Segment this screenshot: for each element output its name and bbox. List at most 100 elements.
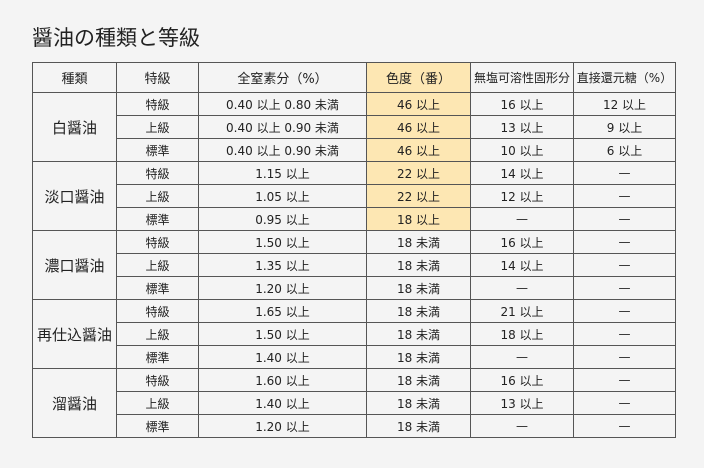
color-cell: 46 以上	[366, 138, 471, 162]
color-cell: 18 以上	[366, 207, 471, 231]
table-row: 溜醤油 特級 1.60 以上 18 未満 16 以上 —	[32, 368, 676, 438]
sugar-cell: 9 以上	[573, 115, 676, 139]
nitrogen-cell: 1.15 以上	[198, 161, 367, 185]
color-cell: 18 未満	[366, 368, 471, 392]
header-color: 色度（番）	[366, 62, 471, 93]
grade-cell: 特級	[116, 161, 199, 185]
nitrogen-cell: 1.05 以上	[198, 184, 367, 208]
sugar-cell: —	[573, 299, 676, 323]
header-kind: 種類	[32, 62, 117, 93]
table-row: 標準 1.20 以上 18 未満 — —	[33, 276, 676, 300]
color-cell: 18 未満	[366, 276, 471, 300]
table-row: 再仕込醤油 特級 1.65 以上 18 未満 21 以上 —	[32, 299, 676, 369]
nitrogen-cell: 1.20 以上	[198, 414, 367, 438]
solids-cell: 14 以上	[470, 161, 574, 185]
solids-cell: —	[470, 276, 574, 300]
table-row: 上級 1.35 以上 18 未満 14 以上 —	[33, 253, 676, 277]
sugar-cell: —	[573, 253, 676, 277]
kind-cell: 淡口醤油	[32, 161, 117, 231]
soy-sauce-grade-table: 種類 特級 全窒素分（%） 色度（番） 無塩可溶性固形分 直接還元糖（%） 白醤…	[32, 62, 676, 438]
table-row: 標準 0.40 以上 0.90 未満 46 以上 10 以上 6 以上	[33, 138, 676, 162]
sugar-cell: —	[573, 184, 676, 208]
solids-cell: 16 以上	[470, 368, 574, 392]
nitrogen-cell: 1.60 以上	[198, 368, 367, 392]
color-cell: 46 以上	[366, 92, 471, 116]
color-cell: 18 未満	[366, 299, 471, 323]
color-cell: 18 未満	[366, 345, 471, 369]
color-cell: 22 以上	[366, 184, 471, 208]
grade-cell: 特級	[116, 368, 199, 392]
grade-cell: 特級	[116, 230, 199, 254]
header-nitrogen: 全窒素分（%）	[198, 62, 367, 93]
solids-cell: 13 以上	[470, 115, 574, 139]
solids-cell: 14 以上	[470, 253, 574, 277]
color-cell: 22 以上	[366, 161, 471, 185]
table-row: 淡口醤油 特級 1.15 以上 22 以上 14 以上 —	[32, 161, 676, 231]
sugar-cell: —	[573, 322, 676, 346]
nitrogen-cell: 0.40 以上 0.90 未満	[198, 115, 367, 139]
solids-cell: 18 以上	[470, 322, 574, 346]
grade-cell: 特級	[116, 299, 199, 323]
grade-cell: 上級	[116, 184, 199, 208]
table-row: 上級 1.40 以上 18 未満 13 以上 —	[33, 391, 676, 415]
nitrogen-cell: 1.40 以上	[198, 345, 367, 369]
table-row: 標準 0.95 以上 18 以上 — —	[33, 207, 676, 231]
header-solids: 無塩可溶性固形分	[470, 62, 574, 93]
grade-cell: 標準	[116, 345, 199, 369]
solids-cell: 16 以上	[470, 230, 574, 254]
sugar-cell: —	[573, 161, 676, 185]
nitrogen-cell: 1.65 以上	[198, 299, 367, 323]
table-row: 上級 1.05 以上 22 以上 12 以上 —	[33, 184, 676, 208]
nitrogen-cell: 1.20 以上	[198, 276, 367, 300]
nitrogen-cell: 0.95 以上	[198, 207, 367, 231]
sugar-cell: —	[573, 414, 676, 438]
sugar-cell: —	[573, 230, 676, 254]
kind-cell: 溜醤油	[32, 368, 117, 438]
nitrogen-cell: 1.50 以上	[198, 230, 367, 254]
table-row: 標準 1.20 以上 18 未満 — —	[33, 414, 676, 438]
page-title: 醤油の種類と等級	[32, 26, 200, 50]
grade-cell: 上級	[116, 322, 199, 346]
color-cell: 18 未満	[366, 414, 471, 438]
sugar-cell: 6 以上	[573, 138, 676, 162]
sugar-cell: —	[573, 207, 676, 231]
sugar-cell: —	[573, 276, 676, 300]
solids-cell: 13 以上	[470, 391, 574, 415]
color-cell: 46 以上	[366, 115, 471, 139]
grade-cell: 特級	[116, 92, 199, 116]
solids-cell: 21 以上	[470, 299, 574, 323]
grade-cell: 標準	[116, 207, 199, 231]
table-row: 上級 1.50 以上 18 未満 18 以上 —	[33, 322, 676, 346]
nitrogen-cell: 1.40 以上	[198, 391, 367, 415]
table-row: 濃口醤油 特級 1.50 以上 18 未満 16 以上 —	[32, 230, 676, 300]
solids-cell: —	[470, 345, 574, 369]
grade-cell: 上級	[116, 115, 199, 139]
solids-cell: 10 以上	[470, 138, 574, 162]
kind-cell: 濃口醤油	[32, 230, 117, 300]
nitrogen-cell: 1.50 以上	[198, 322, 367, 346]
sugar-cell: —	[573, 368, 676, 392]
color-cell: 18 未満	[366, 230, 471, 254]
grade-cell: 上級	[116, 253, 199, 277]
kind-cell: 白醤油	[32, 92, 117, 162]
grade-cell: 上級	[116, 391, 199, 415]
table-row: 白醤油 特級 0.40 以上 0.80 未満 46 以上 16 以上 12 以上	[32, 92, 676, 162]
nitrogen-cell: 0.40 以上 0.80 未満	[198, 92, 367, 116]
nitrogen-cell: 1.35 以上	[198, 253, 367, 277]
grade-cell: 標準	[116, 138, 199, 162]
sugar-cell: —	[573, 345, 676, 369]
grade-cell: 標準	[116, 276, 199, 300]
color-cell: 18 未満	[366, 391, 471, 415]
sugar-cell: —	[573, 391, 676, 415]
header-row: 種類 特級 全窒素分（%） 色度（番） 無塩可溶性固形分 直接還元糖（%）	[32, 62, 676, 93]
grade-cell: 標準	[116, 414, 199, 438]
solids-cell: —	[470, 414, 574, 438]
table-row: 上級 0.40 以上 0.90 未満 46 以上 13 以上 9 以上	[33, 115, 676, 139]
sugar-cell: 12 以上	[573, 92, 676, 116]
header-sugar: 直接還元糖（%）	[573, 62, 676, 93]
kind-cell: 再仕込醤油	[32, 299, 117, 369]
nitrogen-cell: 0.40 以上 0.90 未満	[198, 138, 367, 162]
solids-cell: 12 以上	[470, 184, 574, 208]
table-row: 標準 1.40 以上 18 未満 — —	[33, 345, 676, 369]
solids-cell: —	[470, 207, 574, 231]
